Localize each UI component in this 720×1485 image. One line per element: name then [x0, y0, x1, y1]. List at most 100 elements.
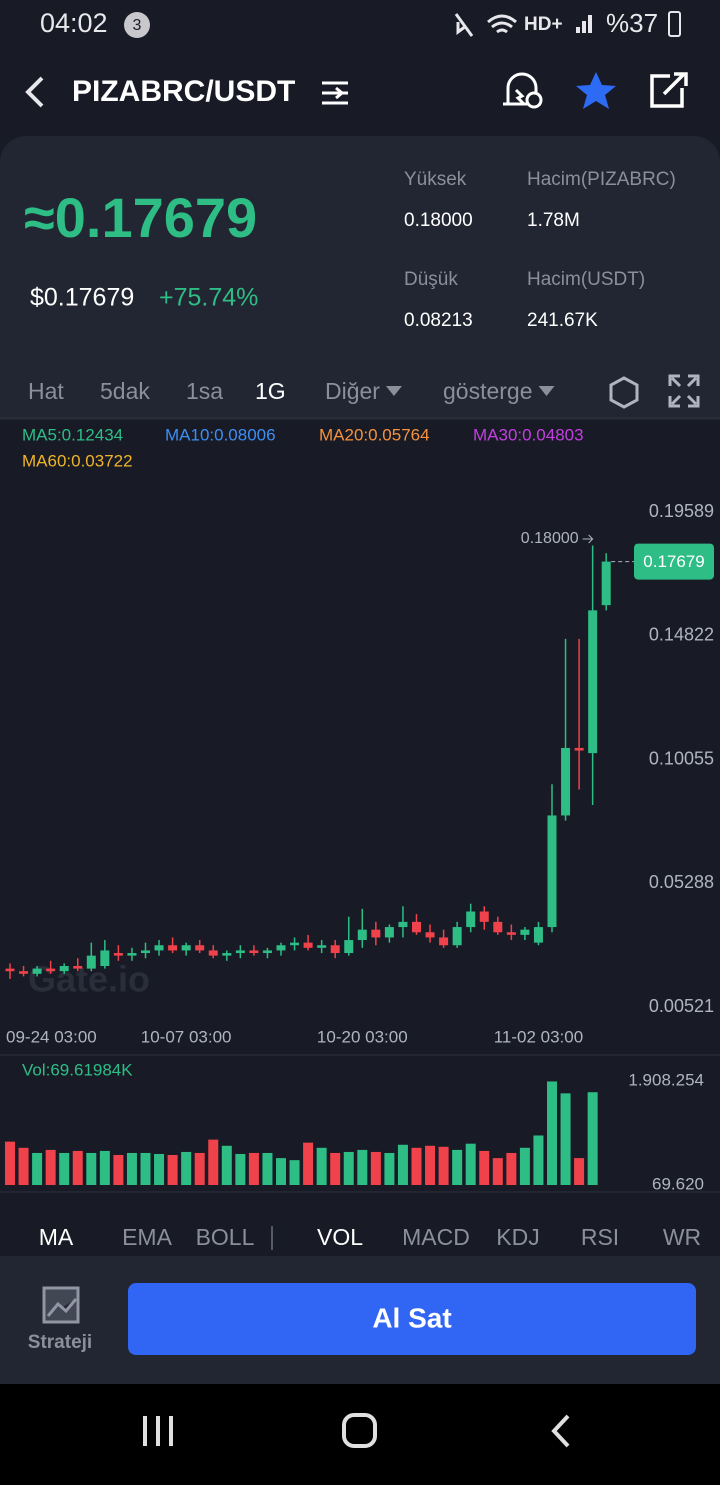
share-icon[interactable] — [650, 72, 688, 108]
interval-tab[interactable]: Hat — [28, 378, 64, 404]
volume-bar — [32, 1152, 43, 1185]
interval-tab[interactable]: 5dak — [100, 378, 150, 404]
high-marker-arrow — [582, 534, 594, 544]
candle-body — [181, 945, 191, 951]
volume-bar — [425, 1145, 436, 1185]
indicator-tabs: MA EMA BOLL VOL MACD KDJ RSI WR — [39, 1224, 701, 1250]
volume-bar — [330, 1152, 341, 1185]
candle-body — [86, 955, 96, 969]
candle-body — [154, 945, 164, 951]
volume-bar — [289, 1160, 300, 1185]
volume-bar — [411, 1147, 422, 1185]
pair-menu-icon[interactable] — [322, 81, 348, 105]
fullscreen-icon[interactable] — [668, 374, 700, 408]
candle-body — [59, 966, 69, 972]
alert-icon-dot — [525, 91, 543, 109]
indicator-tab[interactable]: MA — [39, 1224, 74, 1250]
usd-price: $0.17679 — [30, 284, 134, 312]
signal-icon — [576, 15, 592, 33]
notif-count: 3 — [133, 17, 142, 34]
indicator-tab[interactable]: EMA — [122, 1224, 173, 1250]
volume-bar — [208, 1139, 219, 1185]
nav-back[interactable] — [551, 1414, 570, 1448]
volume-bar — [370, 1151, 381, 1185]
interval-tab[interactable]: gösterge — [443, 378, 533, 404]
candle-body — [141, 950, 150, 954]
indicator-tab[interactable]: RSI — [581, 1224, 619, 1250]
trade-button-label[interactable]: Al Sat — [372, 1302, 451, 1333]
candle-body — [533, 927, 543, 943]
wifi-icon — [487, 14, 517, 34]
y-tick-label: 0.10055 — [649, 748, 714, 768]
indicator-tab[interactable]: BOLL — [196, 1224, 255, 1250]
nav-home[interactable] — [342, 1413, 377, 1448]
candle-body — [344, 940, 354, 954]
last-price-tag: 0.17679 — [643, 552, 704, 571]
change-percent: +75.74% — [159, 284, 258, 312]
volume-tick-label: 69.620 — [652, 1174, 704, 1193]
dropdown-caret — [538, 386, 555, 396]
interval-tab[interactable]: 1G — [255, 378, 286, 404]
volume-bar — [357, 1149, 368, 1185]
indicator-tab[interactable]: MACD — [402, 1224, 470, 1250]
ma-label: MA10:0.08006 — [165, 425, 276, 444]
strategy-icon[interactable] — [42, 1286, 80, 1324]
interval-tab[interactable]: Diğer — [325, 378, 380, 404]
volume-bar — [560, 1093, 571, 1185]
indicator-tab[interactable]: KDJ — [496, 1224, 539, 1250]
candle-body — [290, 942, 300, 946]
candle-body — [398, 921, 408, 928]
indicator-tab[interactable]: VOL — [317, 1224, 363, 1250]
ma-label: MA5:0.12434 — [22, 425, 123, 444]
volume-bar — [438, 1146, 449, 1185]
indicator-tab[interactable]: WR — [663, 1224, 701, 1250]
candle-body — [5, 968, 15, 972]
settings-icon[interactable] — [609, 376, 639, 409]
favorite-icon[interactable] — [576, 72, 616, 109]
candle-body — [235, 950, 245, 954]
volume-bar — [587, 1092, 598, 1185]
volume-bar — [86, 1152, 97, 1185]
stat-value: 0.08213 — [404, 310, 473, 331]
candle-body — [19, 971, 29, 974]
high-marker: 0.18000 — [521, 530, 579, 547]
ma-label: MA60:0.03722 — [22, 451, 133, 470]
volume-bar — [167, 1154, 178, 1185]
volume-bar — [248, 1152, 259, 1185]
interval-tab[interactable]: 1sa — [186, 378, 223, 404]
x-tick-label: 10-20 03:00 — [317, 1027, 408, 1046]
notif-badge — [124, 12, 150, 38]
candle-body — [371, 929, 381, 938]
volume-bar — [194, 1152, 205, 1185]
candle-body — [276, 945, 286, 951]
candle-body — [303, 942, 313, 948]
volume-bar — [262, 1152, 273, 1185]
volume-bar — [72, 1150, 83, 1185]
mute-icon — [454, 13, 474, 37]
ma-label: MA20:0.05764 — [319, 425, 430, 444]
pair-title[interactable]: PIZABRC/USDT — [72, 75, 295, 108]
candle-body — [412, 921, 421, 933]
chart-panel — [0, 420, 720, 1256]
candle-body — [439, 937, 449, 946]
volume-bar — [154, 1153, 165, 1185]
last-price-tag-bg — [634, 543, 714, 580]
back-button[interactable] — [25, 76, 44, 108]
strategy-label[interactable]: Strateji — [28, 1332, 92, 1353]
volume-bar — [303, 1142, 314, 1185]
kline-chart: 0.19589 0.14822 0.10055 0.05288 0.00521 09-24… — [5, 501, 714, 1046]
candle-body — [46, 968, 56, 972]
stat-label: Hacim(USDT) — [527, 269, 645, 290]
volume-bar — [452, 1149, 463, 1185]
stat-label: Düşük — [404, 269, 458, 290]
candle-body — [357, 929, 367, 941]
candle-body — [100, 950, 110, 967]
trade-button[interactable] — [128, 1283, 696, 1355]
candle-body — [452, 927, 462, 946]
volume-tick-label: 1.908.254 — [628, 1070, 704, 1089]
volume-chart: 1.908.254 69.620 — [5, 1070, 704, 1193]
candle-body — [208, 950, 218, 956]
stat-label: Yüksek — [404, 169, 467, 190]
nav-recents[interactable] — [143, 1416, 173, 1446]
